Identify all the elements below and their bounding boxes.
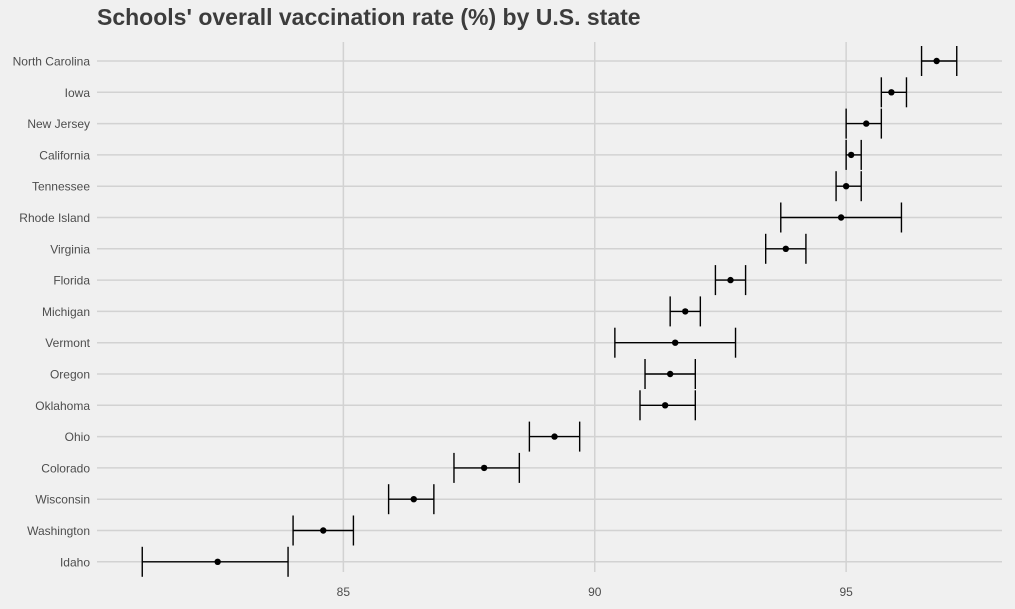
y-tick-label: California (39, 148, 90, 162)
data-point (727, 276, 734, 284)
data-point (933, 57, 940, 65)
y-tick-label: Michigan (42, 305, 90, 319)
y-tick-label: Ohio (65, 430, 91, 444)
data-point (863, 120, 870, 127)
y-tick-label: Wisconsin (35, 493, 90, 507)
x-tick-label: 85 (337, 585, 351, 599)
y-tick-label: Colorado (41, 461, 90, 475)
data-point (842, 183, 850, 190)
y-tick-label: Washington (27, 524, 90, 538)
y-tick-label: Virginia (50, 242, 90, 256)
data-point (682, 308, 689, 315)
data-point (480, 464, 488, 472)
data-point (782, 245, 790, 252)
data-point (837, 214, 845, 221)
y-tick-label: Oregon (50, 368, 90, 382)
data-point (214, 558, 221, 565)
y-tick-label: Iowa (65, 86, 91, 100)
y-tick-label: North Carolina (13, 55, 91, 69)
y-tick-label: New Jersey (27, 117, 90, 131)
data-point (410, 496, 417, 503)
y-tick-label: Tennessee (32, 180, 90, 194)
y-tick-label: Vermont (45, 336, 90, 350)
data-point (551, 433, 558, 440)
data-point (661, 402, 669, 409)
data-point (671, 339, 679, 346)
data-point (666, 370, 674, 378)
data-point (888, 89, 895, 96)
data-point (847, 151, 855, 159)
y-tick-label: Rhode Island (19, 211, 90, 225)
chart-title: Schools' overall vaccination rate (%) by… (97, 4, 641, 30)
data-point (320, 527, 327, 534)
x-tick-label: 95 (839, 585, 853, 599)
y-tick-label: Idaho (60, 555, 90, 569)
x-tick-label: 90 (588, 585, 602, 599)
y-tick-label: Oklahoma (35, 399, 90, 413)
y-tick-label: Florida (53, 274, 90, 288)
